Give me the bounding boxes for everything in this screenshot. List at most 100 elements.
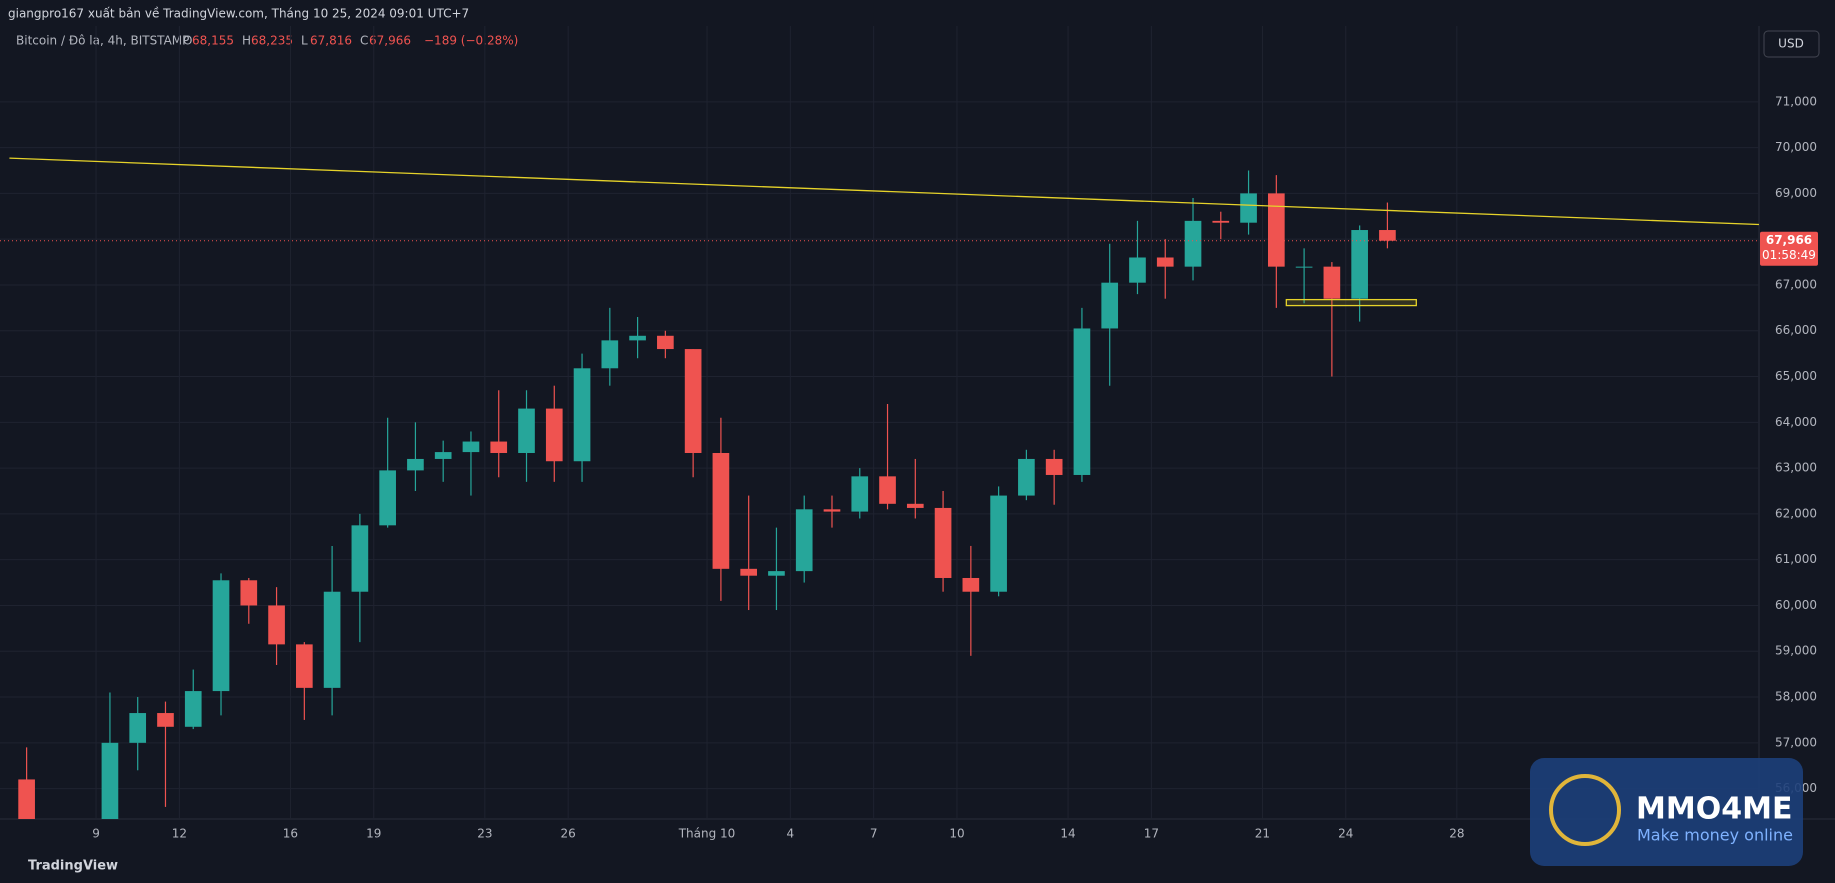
x-tick-label: 9 <box>92 827 100 841</box>
ohlc-key: O <box>183 34 192 48</box>
watermark-name: MMO4ME <box>1636 792 1792 827</box>
candle-body <box>1129 257 1146 283</box>
x-tick-label: 17 <box>1144 827 1159 841</box>
candle-body <box>1184 220 1202 267</box>
currency[interactable]: USD <box>1778 37 1804 51</box>
candle-body <box>1073 328 1091 475</box>
candle-body <box>101 742 119 819</box>
last-price-label: 67,966 <box>1766 233 1812 247</box>
x-tick-label: 10 <box>949 827 964 841</box>
y-tick-label: 59,000 <box>1775 644 1817 658</box>
candle-body <box>545 408 563 462</box>
candle-body <box>823 509 841 512</box>
candle-body <box>490 441 508 453</box>
ohlc-legend: O 68,155 H 68,235 L 67,816 C 67,966 −189 (−0.28%… <box>183 34 518 48</box>
candle-body <box>1323 266 1341 299</box>
candle-body <box>962 577 980 592</box>
ohlc-value: 67,816 <box>310 34 352 48</box>
candle-body <box>1101 282 1119 329</box>
ohlc-key: C <box>360 34 368 48</box>
ohlc-change: −189 (−0.28%) <box>424 34 518 48</box>
ohlc-key: H <box>242 34 251 48</box>
x-tick-label: 24 <box>1338 827 1353 841</box>
candle-body <box>740 568 758 576</box>
x-tick-label: 4 <box>787 827 795 841</box>
x-tick-label: Tháng 10 <box>678 827 736 841</box>
candle-body <box>184 691 202 727</box>
candle-body <box>990 495 1007 592</box>
watermark-icon <box>1549 774 1621 846</box>
publisher: giangpro167 xuất bản về TradingView.com,… <box>8 7 469 21</box>
candle-body <box>795 509 813 572</box>
candle-body <box>1268 193 1285 267</box>
candle-body <box>851 476 869 512</box>
last-price-box <box>1760 231 1818 266</box>
countdown: 01:58:49 <box>1762 248 1816 262</box>
candle-body <box>296 644 313 688</box>
candle-body <box>1156 257 1174 267</box>
x-tick-label: 21 <box>1255 827 1270 841</box>
x-tick-label: 19 <box>366 827 381 841</box>
trendline <box>9 157 1759 226</box>
candle-body <box>434 452 452 459</box>
plot: 56,00057,00058,00059,00060,00061,00062,0… <box>0 26 1818 841</box>
x-tick-label: 12 <box>172 827 187 841</box>
ohlc-value: 67,966 <box>369 34 411 48</box>
y-tick-label: 69,000 <box>1775 186 1817 200</box>
y-tick-label: 57,000 <box>1775 735 1817 749</box>
y-tick-label: 62,000 <box>1775 506 1817 520</box>
candle-body <box>129 713 147 743</box>
candle-body <box>573 368 591 462</box>
y-tick-label: 61,000 <box>1775 552 1817 566</box>
candle-body <box>879 476 896 504</box>
y-tick-label: 65,000 <box>1775 369 1817 383</box>
y-tick-label: 71,000 <box>1775 94 1817 108</box>
candle-body <box>1351 230 1368 299</box>
x-tick-label: 14 <box>1060 827 1075 841</box>
candle-body <box>1379 230 1396 241</box>
ohlc-value: 68,155 <box>192 34 234 48</box>
y-tick-label: 70,000 <box>1775 140 1817 154</box>
candle-body <box>268 605 285 645</box>
zone <box>1285 298 1417 307</box>
x-tick-label: 16 <box>283 827 298 841</box>
candle-body <box>518 408 535 453</box>
candle-body <box>407 458 424 471</box>
candle-body <box>712 452 730 569</box>
candle-body <box>768 571 785 576</box>
currency-button[interactable] <box>1763 30 1820 58</box>
candles <box>9 157 1759 819</box>
candle-body <box>379 470 396 526</box>
y-tick-label: 67,000 <box>1775 277 1817 291</box>
footer-brand: TradingView <box>28 859 118 874</box>
x-tick-label: 28 <box>1449 827 1464 841</box>
watermark-box <box>1530 758 1803 866</box>
ohlc-value: 68,235 <box>251 34 293 48</box>
y-tick-label: 66,000 <box>1775 323 1817 337</box>
candle-body <box>1018 458 1035 496</box>
candle-body <box>240 580 258 606</box>
candle-body <box>462 441 480 453</box>
watermark: MMO4ME Make money online <box>1530 758 1803 866</box>
candle-body <box>906 503 924 508</box>
candle-body <box>323 591 341 688</box>
x-tick-label: 26 <box>561 827 576 841</box>
candle-body <box>601 340 619 369</box>
candle-body <box>1212 220 1230 223</box>
candle-body <box>1240 193 1257 223</box>
candle-body <box>934 507 952 578</box>
symbol: Bitcoin / Đô la, 4h, BITSTAMP <box>16 34 189 48</box>
ohlc-key: L <box>301 34 308 48</box>
candle-body <box>629 335 646 341</box>
candle-body <box>351 525 369 592</box>
candle-body <box>1295 266 1313 268</box>
y-tick-label: 63,000 <box>1775 461 1817 475</box>
watermark-slogan: Make money online <box>1637 826 1793 845</box>
candle-body <box>157 713 174 727</box>
y-tick-label: 58,000 <box>1775 690 1817 704</box>
candle-body <box>657 335 674 350</box>
x-tick-label: 23 <box>477 827 492 841</box>
